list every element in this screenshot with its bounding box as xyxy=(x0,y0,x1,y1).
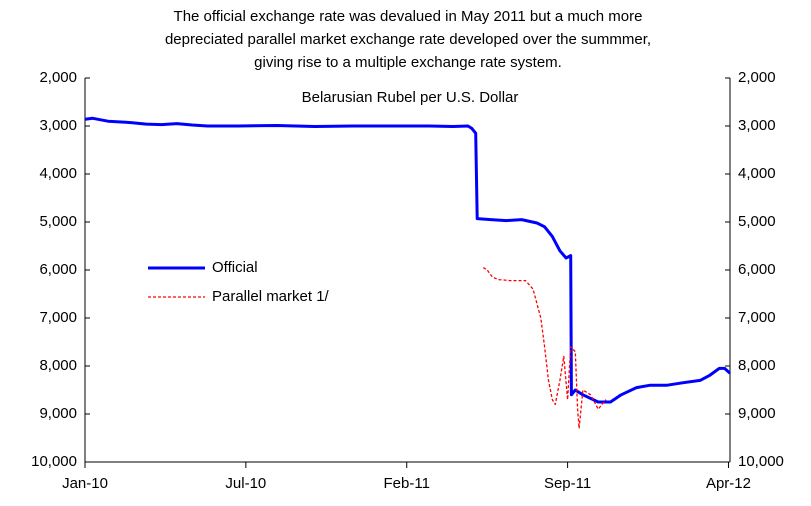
x-tick-label: Sep-11 xyxy=(544,475,591,492)
y2-tick-label: 10,000 xyxy=(738,453,784,470)
chart-title: depreciated parallel market exchange rat… xyxy=(165,31,651,48)
y2-tick-label: 2,000 xyxy=(738,69,776,86)
x-tick-label: Apr-12 xyxy=(706,475,751,492)
chart-title: giving rise to a multiple exchange rate … xyxy=(254,54,562,71)
y-tick-label: 3,000 xyxy=(39,117,77,134)
y-tick-label: 7,000 xyxy=(39,309,77,326)
legend-label: Official xyxy=(212,259,258,276)
y-tick-label: 4,000 xyxy=(39,165,77,182)
y-tick-label: 9,000 xyxy=(39,405,77,422)
y-tick-label: 2,000 xyxy=(39,69,77,86)
x-tick-label: Feb-11 xyxy=(384,475,430,492)
y2-tick-label: 3,000 xyxy=(738,117,776,134)
y2-tick-label: 4,000 xyxy=(738,165,776,182)
y2-tick-label: 6,000 xyxy=(738,261,776,278)
chart-title: The official exchange rate was devalued … xyxy=(174,8,643,25)
y-tick-label: 5,000 xyxy=(39,213,77,230)
y-tick-label: 10,000 xyxy=(31,453,77,470)
chart-subtitle: Belarusian Rubel per U.S. Dollar xyxy=(302,89,519,106)
series-line xyxy=(84,116,731,404)
y-tick-label: 6,000 xyxy=(39,261,77,278)
x-tick-label: Jul-10 xyxy=(225,475,266,492)
legend-label: Parallel market 1/ xyxy=(212,288,330,305)
series-line xyxy=(482,267,607,430)
x-tick-label: Jan-10 xyxy=(62,475,108,492)
y-tick-label: 8,000 xyxy=(39,357,77,374)
y2-tick-label: 7,000 xyxy=(738,309,776,326)
y2-tick-label: 5,000 xyxy=(738,213,776,230)
y2-tick-label: 8,000 xyxy=(738,357,776,374)
y2-tick-label: 9,000 xyxy=(738,405,776,422)
